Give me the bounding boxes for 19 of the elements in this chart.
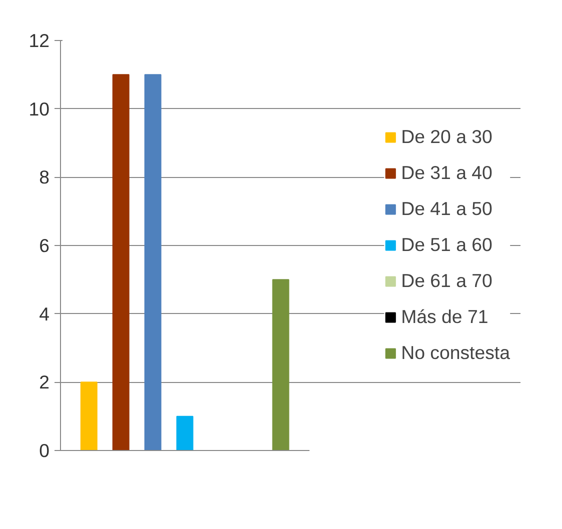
y-tick-label: 6	[39, 235, 50, 256]
legend-label: De 61 a 70	[401, 270, 492, 292]
bar	[112, 74, 130, 450]
bar	[272, 279, 290, 450]
y-tick-label: 4	[39, 303, 50, 324]
legend-label: No constesta	[401, 342, 510, 364]
legend-label: Más de 71	[401, 306, 488, 328]
bar	[144, 74, 162, 450]
y-tick-label: 8	[39, 166, 50, 188]
legend-label: De 41 a 50	[401, 198, 492, 220]
bar	[80, 382, 98, 450]
legend-label: De 31 a 40	[401, 162, 492, 184]
legend-label: De 20 a 30	[401, 126, 492, 148]
y-tick-label: 0	[39, 440, 50, 461]
y-tick-label: 2	[39, 372, 50, 393]
legend-label: De 51 a 60	[401, 234, 492, 256]
bar	[176, 416, 194, 450]
y-tick-label: 12	[28, 30, 50, 51]
y-tick-label: 10	[28, 98, 50, 120]
